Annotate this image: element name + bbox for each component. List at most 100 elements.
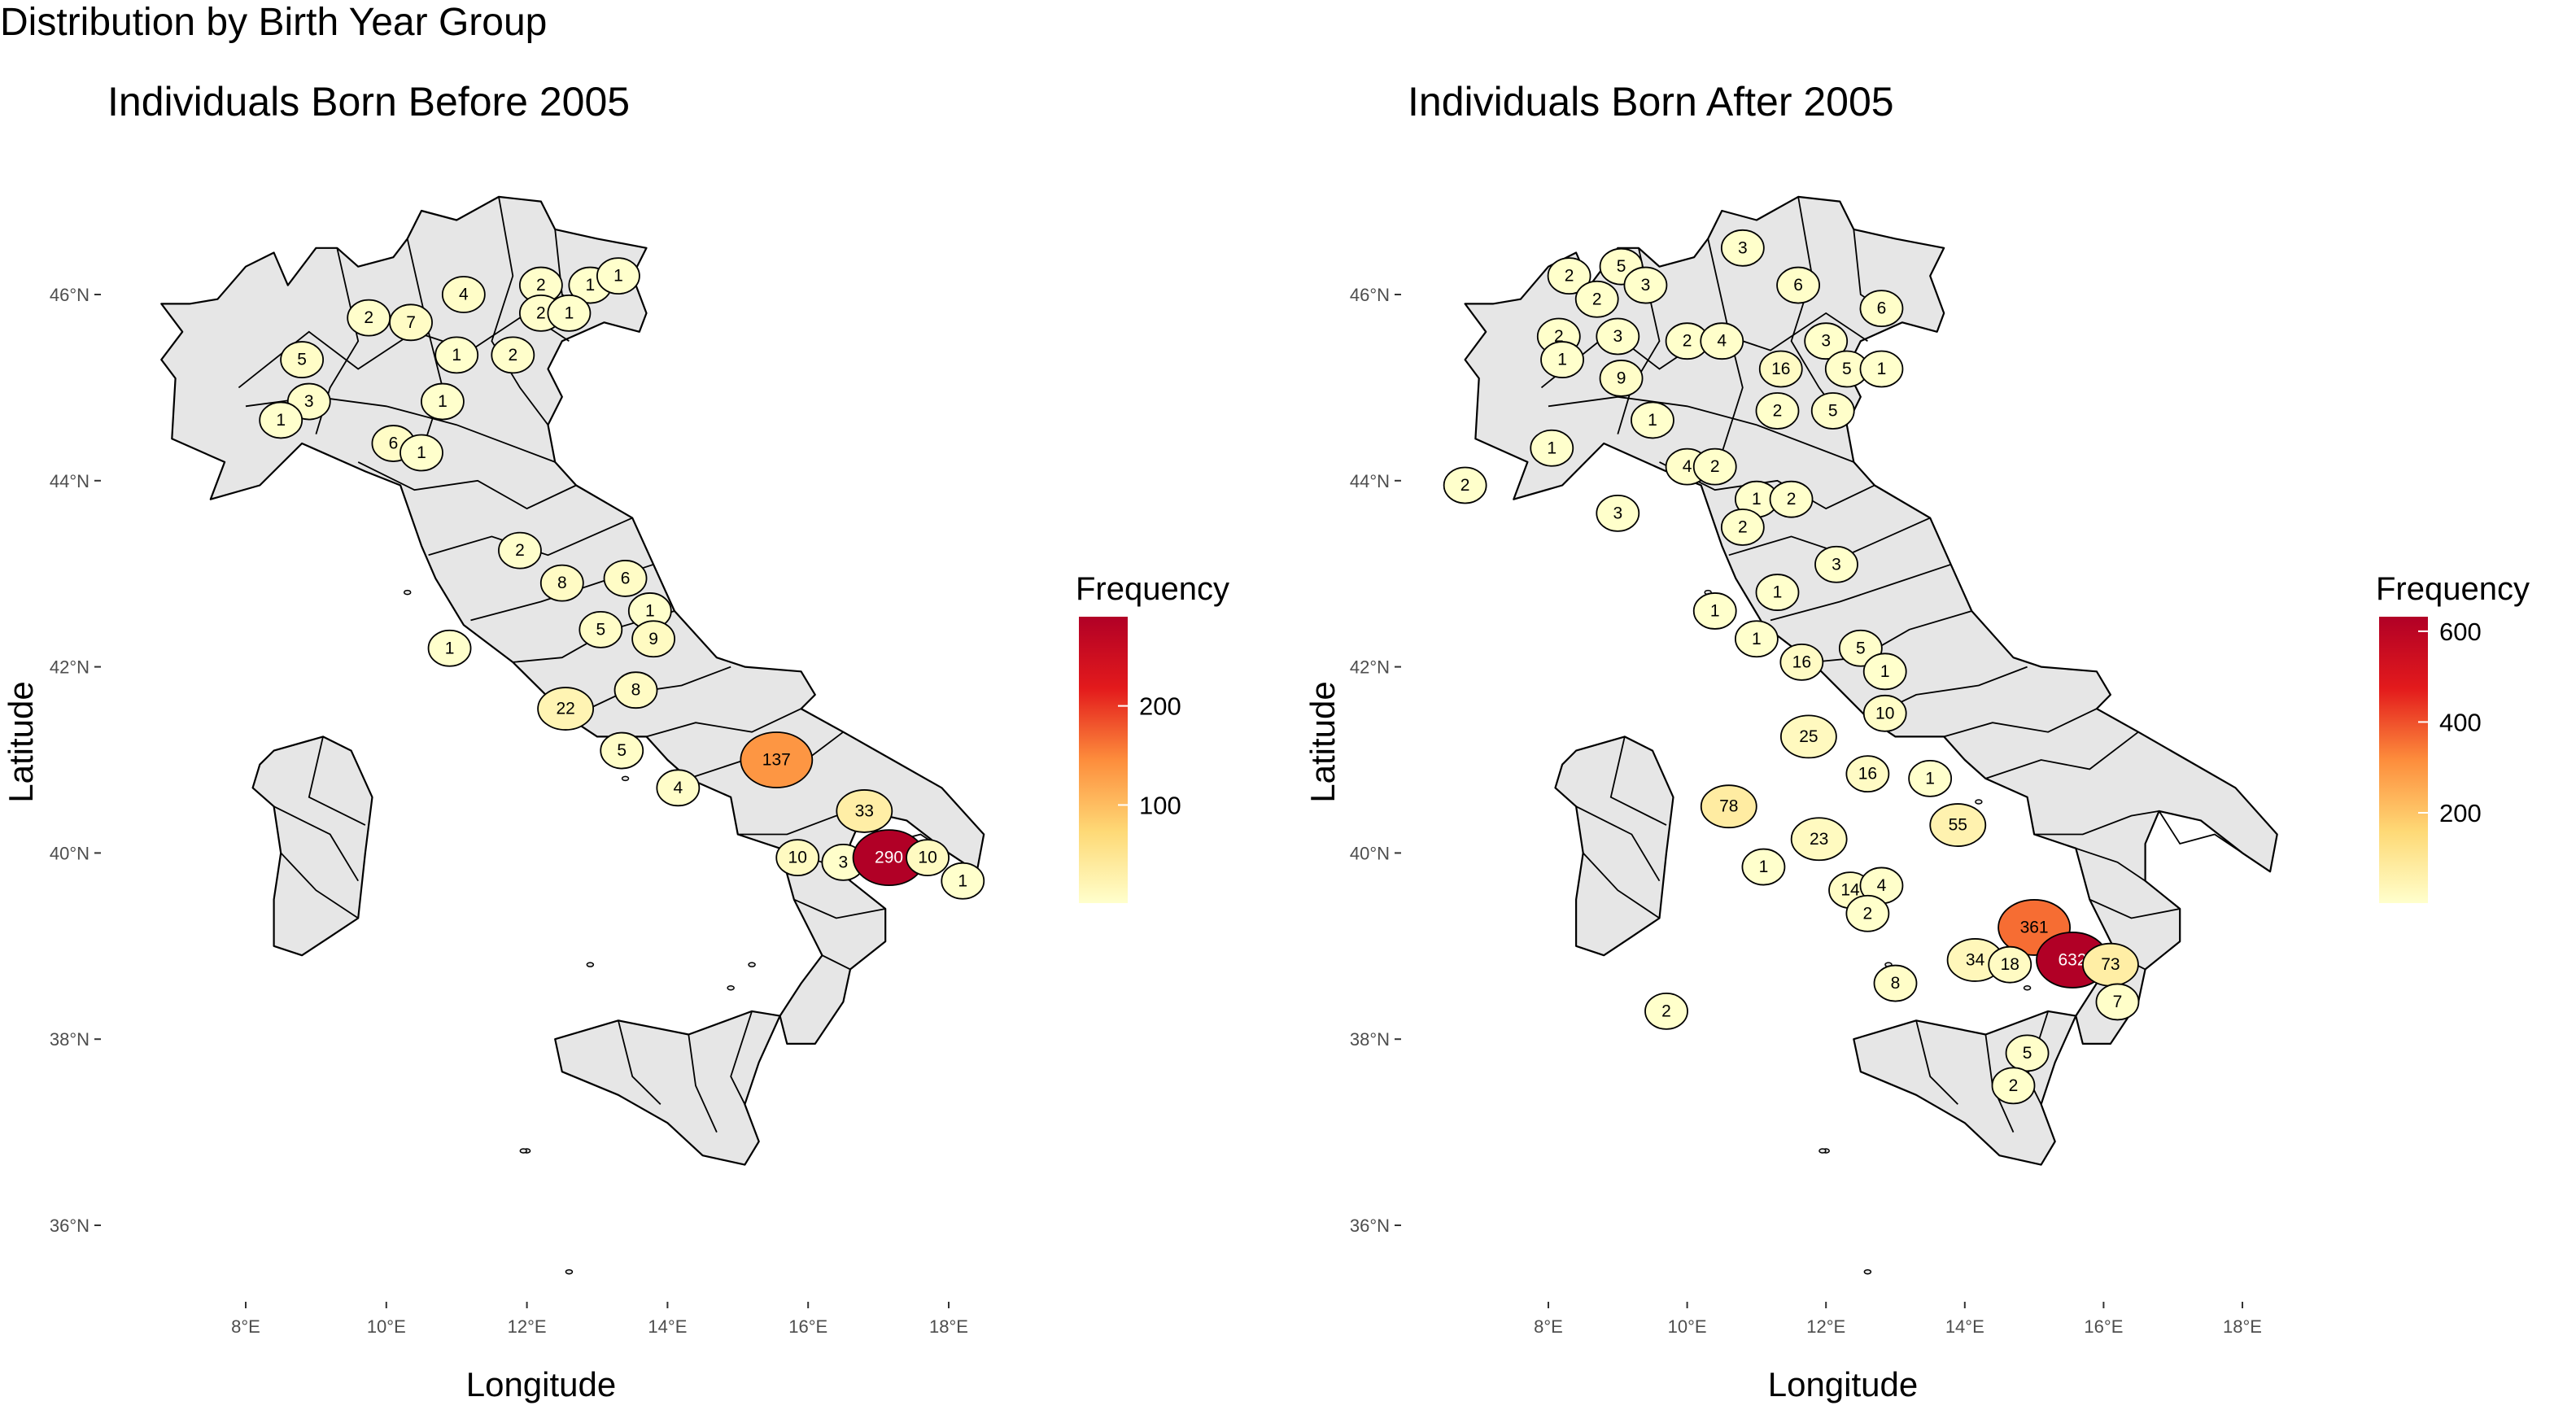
region-count-label: 5 — [2023, 1044, 2032, 1063]
legend-tick-label: 200 — [1139, 692, 1181, 721]
region-shape — [427, 629, 472, 667]
legend-tick-label: 100 — [1139, 791, 1181, 819]
province-border — [688, 1034, 718, 1133]
region-count-label: 33 — [855, 801, 874, 820]
y-tick-label: 36°N — [50, 1216, 90, 1236]
region-shape — [537, 687, 595, 731]
region-shape — [740, 731, 814, 788]
legend: Frequency 200 400 600 — [2376, 571, 2530, 903]
islet — [1975, 799, 1983, 805]
y-tick-label: 44°N — [50, 471, 90, 491]
y-tick-label: 40°N — [1350, 843, 1390, 863]
province-border — [822, 954, 851, 971]
region-shape — [441, 276, 486, 313]
map-panel-after: Individuals Born After 2005 Longitude La… — [1303, 79, 2530, 1403]
region-shape — [1692, 447, 1737, 486]
region-count-label: 6 — [389, 434, 399, 453]
region-count-label: 55 — [1949, 816, 1967, 835]
x-tick-label: 18°E — [929, 1316, 968, 1337]
region-shape — [434, 336, 479, 374]
region-count-label: 1 — [1880, 662, 1890, 681]
province-border — [1812, 610, 1972, 663]
region-shape — [596, 257, 640, 295]
region-shape — [1741, 848, 1786, 886]
islet — [621, 775, 630, 782]
region-count-label: 2 — [1863, 904, 1873, 923]
region-count-label: 7 — [2113, 993, 2123, 1011]
region-shape — [906, 839, 950, 877]
region-count-label: 10 — [788, 849, 807, 867]
region-shape — [498, 531, 542, 570]
region-shape — [389, 303, 433, 342]
region-count-label: 1 — [1752, 490, 1762, 509]
province-border — [491, 196, 549, 426]
province-border — [1985, 731, 2139, 779]
region-count-label: 9 — [648, 630, 658, 648]
region-count-label: 1 — [1710, 602, 1720, 621]
region-count-label: 137 — [762, 751, 791, 770]
region-count-label: 9 — [1617, 369, 1626, 388]
islet — [748, 962, 756, 967]
panel-title: Individuals Born Before 2005 — [107, 79, 630, 124]
region-count-label: 2 — [364, 308, 373, 327]
region-count-label: 632 — [2058, 951, 2086, 970]
y-tick-label: 38°N — [50, 1029, 90, 1050]
geography — [160, 195, 985, 1275]
islet — [1818, 1148, 1827, 1154]
x-axis: 8°E 10°E 12°E 14°E 16°E 18°E — [1534, 1302, 2262, 1337]
region-shape — [1845, 755, 1890, 793]
islet — [403, 589, 412, 596]
legend-tick-label: 600 — [2439, 618, 2482, 646]
region-shape — [656, 769, 701, 807]
region-count-label: 34 — [1966, 951, 1985, 970]
region-count-label: 2 — [1661, 1002, 1671, 1020]
region-shape — [1779, 714, 1837, 759]
y-axis: 46°N 44°N 42°N 40°N 38°N 36°N — [1350, 285, 1401, 1236]
islet — [727, 985, 735, 991]
region-shape — [1734, 620, 1779, 658]
province-border — [1915, 1020, 1958, 1105]
region-count-label: 5 — [1828, 402, 1838, 421]
legend-colorbar — [2379, 617, 2428, 903]
x-tick-label: 18°E — [2223, 1316, 2262, 1337]
region-shape — [613, 671, 658, 709]
region-count-label: 4 — [1877, 876, 1887, 895]
region-count-label: 1 — [1773, 583, 1783, 602]
region-count-label: 1 — [1557, 351, 1567, 369]
region-shape — [491, 336, 535, 374]
region-count-label: 16 — [1858, 765, 1877, 784]
region-count-label: 2 — [1683, 332, 1692, 351]
legend-title: Frequency — [2376, 571, 2530, 607]
region-count-label: 1 — [445, 639, 455, 657]
region-count-label: 1 — [958, 871, 967, 890]
map-panel-before: Individuals Born Before 2005 Longitude L… — [2, 79, 1229, 1403]
region-shape — [600, 731, 644, 770]
y-tick-label: 44°N — [1350, 471, 1390, 491]
x-axis-title: Longitude — [1768, 1365, 1919, 1403]
region-shape — [1769, 480, 1814, 518]
sardinia — [251, 736, 373, 957]
region-count-label: 16 — [1771, 360, 1790, 378]
region-shape — [539, 564, 584, 602]
region-shape — [1596, 317, 1640, 356]
province-border — [1728, 517, 1931, 557]
italy-mainland — [160, 195, 985, 1045]
region-count-label: 2 — [1710, 457, 1720, 476]
region-shape — [1859, 290, 1904, 328]
region-count-label: 2 — [1460, 476, 1470, 495]
sicily — [554, 1010, 781, 1166]
x-tick-label: 16°E — [788, 1316, 827, 1337]
region-shape — [1755, 574, 1800, 611]
region-count-label: 2 — [1554, 327, 1564, 346]
y-tick-label: 40°N — [50, 843, 90, 863]
province-border — [618, 1020, 661, 1105]
region-shape — [259, 401, 303, 439]
region-shape — [1810, 392, 1855, 430]
y-axis: 46°N 44°N 42°N 40°N 38°N 36°N — [50, 285, 101, 1236]
islet — [586, 962, 595, 967]
region-count-label: 3 — [839, 853, 849, 871]
province-border — [308, 736, 366, 826]
x-tick-label: 10°E — [1668, 1316, 1707, 1337]
legend-tick-label: 400 — [2439, 708, 2482, 736]
islet — [519, 1148, 528, 1154]
